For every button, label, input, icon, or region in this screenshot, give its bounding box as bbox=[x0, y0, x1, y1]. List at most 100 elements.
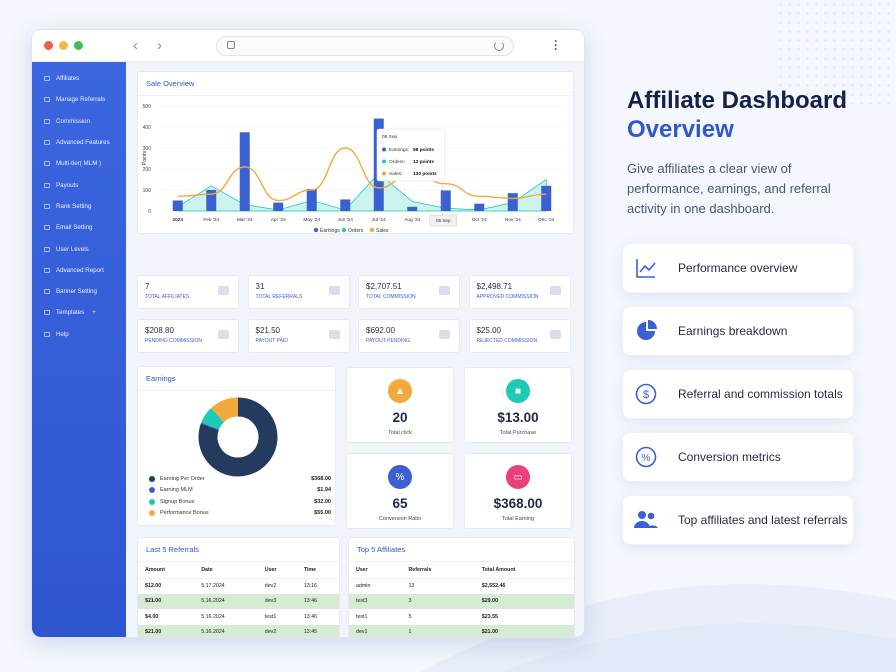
sidebar-item-label: Templates bbox=[56, 309, 85, 317]
table-row[interactable]: $21.00 5.16.2024 dev2 13:45 bbox=[138, 624, 339, 637]
metric-card: ■ $13.00 Total Purchase bbox=[464, 367, 572, 443]
stat-card: 7 TOTAL AFFILIATES bbox=[137, 275, 239, 309]
sidebar-item-email-setting[interactable]: Email Setting bbox=[32, 217, 126, 238]
stat-label: REJECTED COMMISSION bbox=[476, 338, 538, 344]
sidebar-item-label: Payouts bbox=[56, 181, 79, 189]
earnings-bar[interactable] bbox=[407, 206, 418, 211]
table-cell: 5 bbox=[408, 613, 412, 620]
sidebar-item-commission[interactable]: Commission bbox=[32, 111, 126, 132]
users-icon bbox=[634, 508, 658, 532]
earnings-bar[interactable] bbox=[273, 202, 284, 211]
forward-icon[interactable]: › bbox=[157, 37, 162, 54]
maximize-dot[interactable] bbox=[74, 41, 83, 50]
earnings-bar[interactable] bbox=[239, 132, 250, 211]
table-header-row: Amount Date User Time bbox=[138, 562, 339, 579]
sidebar-item-payouts[interactable]: Payouts bbox=[32, 174, 126, 195]
earnings-bar[interactable] bbox=[340, 199, 351, 211]
table-row[interactable]: $12.00 5.17.2024 dev2 13:16 bbox=[138, 578, 339, 594]
sidebar-item-icon bbox=[44, 267, 50, 273]
column-header: Date bbox=[194, 562, 258, 579]
earnings-bar[interactable] bbox=[507, 193, 518, 211]
metric-label: Total Earning bbox=[501, 516, 535, 522]
sidebar-item-banner-setting[interactable]: Banner Setting bbox=[32, 281, 126, 302]
sidebar-item-multi-tier-mlm[interactable]: Multi-tier( MLM ) bbox=[32, 153, 126, 174]
address-bar[interactable] bbox=[216, 36, 514, 56]
donut-slice[interactable] bbox=[198, 397, 278, 477]
tooltip-label: Earnings: bbox=[389, 147, 409, 153]
column-header: Referrals bbox=[401, 562, 475, 579]
sidebar-item-label: Advanced Report bbox=[56, 266, 104, 274]
top-affiliates-table: User Referrals Total Amount admin 13 $2,552.4… bbox=[349, 562, 574, 637]
more-menu-icon[interactable]: · · · bbox=[554, 34, 558, 56]
earnings-bar[interactable] bbox=[306, 188, 317, 211]
earnings-bar[interactable] bbox=[541, 185, 552, 211]
table-cell: 5.17.2024 bbox=[201, 583, 225, 589]
templates-plus-icon[interactable]: + bbox=[92, 309, 96, 317]
stat-value: $208.80 bbox=[145, 326, 174, 335]
metric-card: ▲ 20 Total click bbox=[346, 367, 454, 443]
earnings-bar[interactable] bbox=[440, 190, 451, 211]
metric-icon: ■ bbox=[506, 379, 530, 403]
legend-label: Earnings bbox=[320, 228, 340, 234]
donut-slice[interactable] bbox=[201, 408, 225, 430]
sale-overview-chart: 500 400 300 200 100 0 Points 2024 Feb '24 Mar '24… bbox=[142, 104, 563, 234]
table-row[interactable]: admin 13 $2,552.46 bbox=[349, 578, 574, 594]
back-icon[interactable]: ‹ bbox=[133, 37, 138, 54]
legend-value: $32.00 bbox=[314, 498, 331, 505]
table-row[interactable]: test3 3 $29.00 bbox=[349, 593, 574, 609]
earnings-bar[interactable] bbox=[474, 203, 485, 211]
sidebar-item-advanced-features[interactable]: Advanced Features bbox=[32, 132, 126, 153]
y-axis-label: Points bbox=[142, 151, 148, 165]
table-cell: $23.55 bbox=[481, 613, 498, 620]
sidebar-item-advanced-report[interactable]: Advanced Report bbox=[32, 260, 126, 281]
stat-label: PAYOUT PAID bbox=[255, 338, 288, 344]
reload-icon[interactable] bbox=[494, 41, 504, 51]
x-tick-label: Dec '24 bbox=[538, 217, 554, 223]
stat-card: $25.00 REJECTED COMMISSION bbox=[468, 319, 571, 353]
feature-label: Conversion metrics bbox=[678, 450, 781, 464]
sidebar-item-affiliates[interactable]: Affiliates bbox=[32, 68, 126, 89]
legend-label: Orders bbox=[348, 228, 364, 234]
donut-slice[interactable] bbox=[210, 397, 239, 423]
x-tick-label: Apr '24 bbox=[271, 217, 286, 223]
metric-label: Total Purchase bbox=[499, 430, 537, 436]
sidebar-item-templates[interactable]: Templates + bbox=[32, 302, 126, 323]
legend-value: $368.00 bbox=[311, 475, 331, 482]
metric-label: Total click bbox=[388, 430, 412, 436]
feature-card: Top affiliates and latest referrals bbox=[622, 495, 854, 545]
sidebar-item-help[interactable]: Help bbox=[32, 324, 126, 345]
sidebar-item-label: Help bbox=[56, 330, 69, 338]
metric-value: 65 bbox=[392, 496, 408, 511]
sidebar-item-rank-setting[interactable]: Rank Setting bbox=[32, 196, 126, 217]
tooltip-marker bbox=[382, 171, 386, 176]
sidebar-item-user-levels[interactable]: User Levels bbox=[32, 238, 126, 259]
earnings-bar[interactable] bbox=[172, 200, 183, 212]
legend-dot bbox=[149, 498, 155, 505]
legend-value: $55.00 bbox=[314, 510, 331, 517]
y-tick-label: 0 bbox=[148, 209, 151, 215]
sidebar-item-manage-referrals[interactable]: Manage Referrals bbox=[32, 89, 126, 110]
legend-label: Sales bbox=[376, 228, 389, 234]
table-row[interactable]: dev1 1 $21.00 bbox=[349, 624, 574, 637]
minimize-dot[interactable] bbox=[59, 41, 68, 50]
column-header: User bbox=[349, 562, 402, 579]
close-dot[interactable] bbox=[44, 41, 53, 50]
table-row[interactable]: $4.00 5.16.2024 test1 13:46 bbox=[138, 609, 339, 625]
stat-value: $21.50 bbox=[255, 326, 280, 335]
table-cell: 5.16.2024 bbox=[194, 593, 258, 609]
legend-marker bbox=[341, 227, 347, 233]
stat-icon bbox=[439, 330, 450, 339]
earnings-bar[interactable] bbox=[206, 190, 217, 211]
table-cell: 5.16.2024 bbox=[201, 613, 225, 620]
table-row[interactable]: test1 5 $23.55 bbox=[349, 609, 574, 625]
hero-title-line1: Affiliate Dashboard bbox=[627, 87, 848, 114]
stat-card: $2,707.51 TOTAL COMMISSION bbox=[358, 275, 460, 309]
stat-icon bbox=[549, 330, 561, 339]
sidebar-item-icon bbox=[44, 225, 50, 231]
sidebar-item-icon bbox=[44, 310, 50, 316]
stat-card: 31 TOTAL REFERRALS bbox=[247, 275, 350, 309]
table-row[interactable]: $21.00 5.16.2024 dev3 13:46 bbox=[138, 593, 339, 609]
earnings-card: Earnings Earning Per Order $368.00 Earning… bbox=[137, 366, 336, 526]
x-tick-label: Mar '24 bbox=[237, 217, 253, 223]
legend-value: $1.94 bbox=[317, 487, 331, 494]
